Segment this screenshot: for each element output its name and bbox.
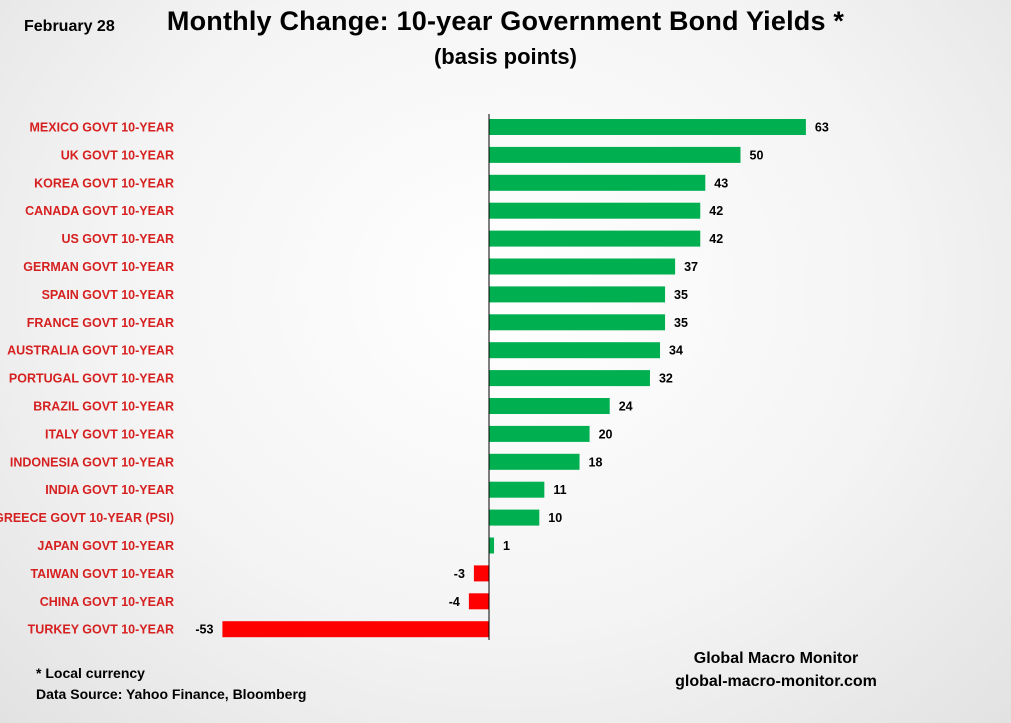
- category-labels: MEXICO GOVT 10-YEAR UK GOVT 10-YEAR KOREA …: [0, 121, 174, 637]
- value-label-indonesia-govt-10-year: 18: [589, 455, 603, 469]
- bar-china-govt-10-year: [468, 593, 489, 610]
- data-source-note: Data Source: Yahoo Finance, Bloomberg: [36, 686, 307, 702]
- brand-website: global-macro-monitor.com: [675, 673, 877, 690]
- value-label-brazil-govt-10-year: 24: [619, 400, 633, 414]
- value-labels: 63 50 43 42 42 37 35 35 34 32 24 20 18 11 10 1 -3 -4 -53: [195, 121, 829, 637]
- bar-france-govt-10-year: [489, 314, 666, 331]
- value-label-korea-govt-10-year: 43: [714, 176, 728, 190]
- chart-date: February 28: [24, 18, 115, 35]
- bar-portugal-govt-10-year: [489, 370, 650, 387]
- bar-mexico-govt-10-year: [489, 119, 806, 135]
- category-label-mexico-govt-10-year: MEXICO GOVT 10-YEAR: [30, 121, 174, 135]
- value-label-greece-govt-10-year-psi: 10: [548, 511, 562, 525]
- bar-german-govt-10-year: [489, 258, 676, 275]
- category-label-indonesia-govt-10-year: INDONESIA GOVT 10-YEAR: [10, 455, 174, 469]
- category-label-brazil-govt-10-year: BRAZIL GOVT 10-YEAR: [33, 400, 174, 414]
- bar-spain-govt-10-year: [489, 286, 666, 303]
- bar-canada-govt-10-year: [489, 202, 701, 219]
- value-label-france-govt-10-year: 35: [674, 316, 688, 330]
- category-label-us-govt-10-year: US GOVT 10-YEAR: [61, 232, 174, 246]
- bar-japan-govt-10-year: [489, 537, 495, 554]
- bar-uk-govt-10-year: [489, 146, 741, 163]
- value-label-taiwan-govt-10-year: -3: [454, 567, 465, 581]
- bar-turkey-govt-10-year: [222, 621, 489, 638]
- value-label-spain-govt-10-year: 35: [674, 288, 688, 302]
- category-label-italy-govt-10-year: ITALY GOVT 10-YEAR: [45, 427, 174, 441]
- category-label-japan-govt-10-year: JAPAN GOVT 10-YEAR: [37, 539, 174, 553]
- bar-taiwan-govt-10-year: [473, 565, 489, 582]
- bar-greece-govt-10-year-psi: [489, 509, 540, 526]
- category-label-greece-govt-10-year-psi: GREECE GOVT 10-YEAR (PSI): [0, 511, 174, 525]
- value-label-us-govt-10-year: 42: [709, 232, 723, 246]
- value-label-canada-govt-10-year: 42: [709, 204, 723, 218]
- bar-indonesia-govt-10-year: [489, 453, 580, 470]
- value-label-mexico-govt-10-year: 63: [815, 121, 829, 135]
- bar-brazil-govt-10-year: [489, 398, 610, 414]
- chart-subtitle: (basis points): [433, 44, 577, 69]
- bar-us-govt-10-year: [489, 230, 701, 247]
- category-label-turkey-govt-10-year: TURKEY GOVT 10-YEAR: [28, 623, 174, 637]
- bar-italy-govt-10-year: [489, 425, 590, 442]
- category-label-france-govt-10-year: FRANCE GOVT 10-YEAR: [27, 316, 174, 330]
- category-label-canada-govt-10-year: CANADA GOVT 10-YEAR: [25, 204, 174, 218]
- bar-group: [222, 119, 806, 638]
- category-label-india-govt-10-year: INDIA GOVT 10-YEAR: [45, 483, 174, 497]
- value-label-portugal-govt-10-year: 32: [659, 372, 673, 386]
- chart-title: Monthly Change: 10-year Government Bond …: [166, 6, 845, 36]
- value-label-japan-govt-10-year: 1: [503, 539, 510, 553]
- value-label-australia-govt-10-year: 34: [669, 344, 683, 358]
- bar-korea-govt-10-year: [489, 174, 706, 191]
- category-label-china-govt-10-year: CHINA GOVT 10-YEAR: [40, 595, 174, 609]
- category-label-korea-govt-10-year: KOREA GOVT 10-YEAR: [34, 176, 174, 190]
- brand-name: Global Macro Monitor: [693, 650, 859, 667]
- category-label-taiwan-govt-10-year: TAIWAN GOVT 10-YEAR: [30, 567, 174, 581]
- value-label-italy-govt-10-year: 20: [599, 427, 613, 441]
- category-label-portugal-govt-10-year: PORTUGAL GOVT 10-YEAR: [9, 372, 174, 386]
- category-label-uk-govt-10-year: UK GOVT 10-YEAR: [61, 148, 174, 162]
- category-label-spain-govt-10-year: SPAIN GOVT 10-YEAR: [42, 288, 174, 302]
- value-label-german-govt-10-year: 37: [684, 260, 698, 274]
- value-label-india-govt-10-year: 11: [553, 483, 566, 497]
- value-label-uk-govt-10-year: 50: [750, 148, 764, 162]
- category-label-australia-govt-10-year: AUSTRALIA GOVT 10-YEAR: [7, 344, 174, 358]
- footnote-local-currency: * Local currency: [36, 665, 145, 681]
- bar-australia-govt-10-year: [489, 342, 661, 359]
- category-label-german-govt-10-year: GERMAN GOVT 10-YEAR: [23, 260, 174, 274]
- bar-india-govt-10-year: [489, 481, 545, 498]
- value-label-turkey-govt-10-year: -53: [195, 623, 213, 637]
- value-label-china-govt-10-year: -4: [449, 595, 460, 609]
